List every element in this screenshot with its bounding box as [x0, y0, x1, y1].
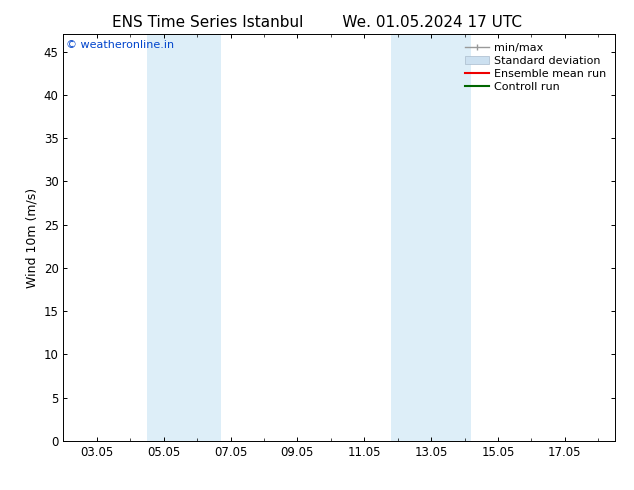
Bar [174, 34, 221, 441]
Text: ENS Time Series Istanbul        We. 01.05.2024 17 UTC: ENS Time Series Istanbul We. 01.05.2024 … [112, 15, 522, 30]
Bar [418, 34, 471, 441]
Bar [391, 34, 418, 441]
Y-axis label: Wind 10m (m/s): Wind 10m (m/s) [25, 188, 38, 288]
Bar [147, 34, 174, 441]
Legend: min/max, Standard deviation, Ensemble mean run, Controll run: min/max, Standard deviation, Ensemble me… [462, 40, 609, 95]
Text: © weatheronline.in: © weatheronline.in [66, 40, 174, 50]
